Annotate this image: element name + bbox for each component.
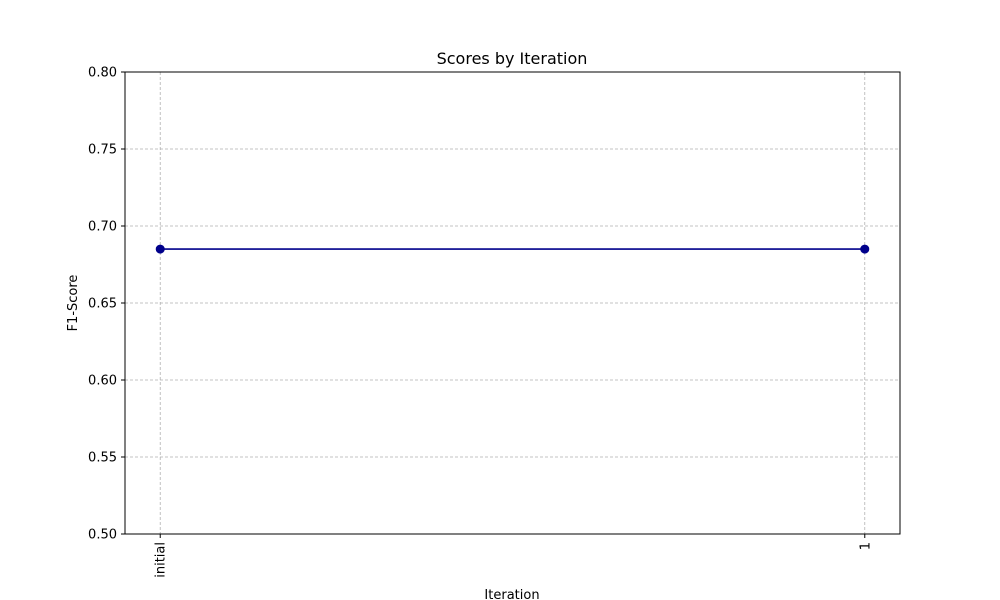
data-point [860, 244, 870, 254]
y-tick-label: 0.70 [88, 220, 117, 235]
x-tick-label: initial [154, 542, 169, 578]
y-tick-label: 0.60 [88, 374, 117, 389]
x-axis-ticks: initial 1 [154, 534, 873, 578]
series-layer [155, 244, 870, 254]
y-tick-label: 0.80 [88, 66, 117, 81]
data-point [155, 244, 165, 254]
y-tick-label: 0.65 [88, 297, 117, 312]
chart-title: Scores by Iteration [437, 49, 588, 68]
y-tick-label: 0.50 [88, 528, 117, 543]
y-axis-label: F1-Score [66, 275, 81, 332]
x-axis-label: Iteration [484, 588, 539, 600]
grid-layer [125, 71, 900, 535]
y-tick-label: 0.55 [88, 451, 117, 466]
y-axis-ticks: 0.50 0.55 0.60 0.65 0.70 0.75 0.80 [88, 66, 125, 543]
y-tick-label: 0.75 [88, 143, 117, 158]
x-tick-label: 1 [858, 542, 873, 550]
